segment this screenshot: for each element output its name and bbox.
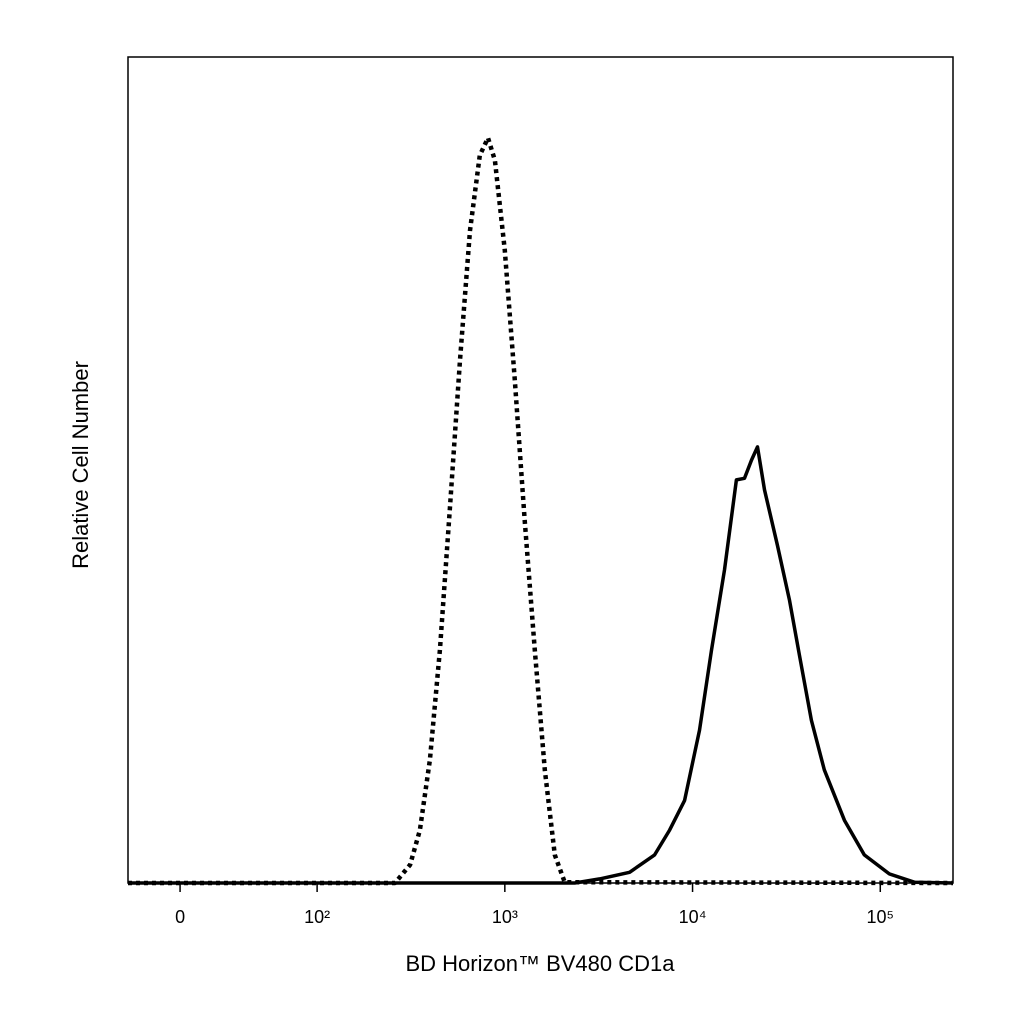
x-tick-label: 10⁵ [867, 907, 894, 927]
x-tick-label: 10³ [492, 907, 518, 927]
x-tick-label: 10⁴ [679, 907, 707, 927]
x-tick-label: 0 [175, 907, 185, 927]
x-axis-title: BD Horizon™ BV480 CD1a [405, 951, 675, 976]
plot-frame [127, 56, 954, 884]
histogram-line [128, 135, 954, 886]
histogram-line [128, 445, 954, 885]
y-axis-title: Relative Cell Number [68, 361, 93, 569]
x-tick-label: 10² [304, 907, 330, 927]
